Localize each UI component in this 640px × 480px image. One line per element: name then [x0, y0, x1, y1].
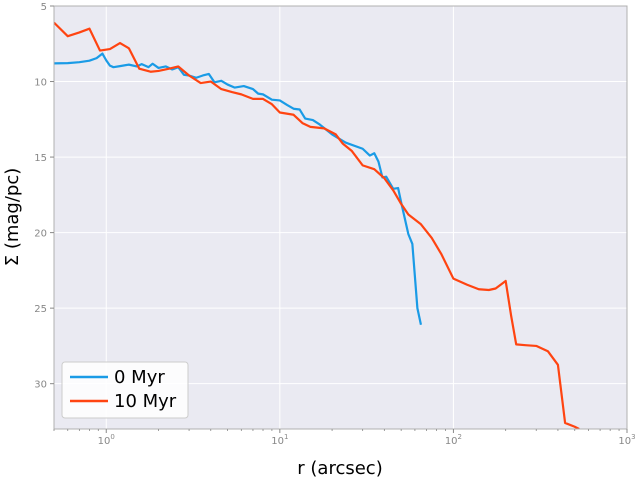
y-tick-label: 5	[41, 2, 47, 13]
legend-label-0: 0 Myr	[114, 367, 165, 388]
x-tick-label: 103	[618, 433, 635, 447]
y-tick-label: 15	[34, 153, 47, 164]
x-axis-title: r (arcsec)	[297, 458, 382, 479]
y-axis-title: Σ (mag/pc)	[2, 168, 23, 267]
y-tick-label: 25	[34, 304, 47, 315]
x-tick-label: 101	[271, 433, 288, 447]
legend: 0 Myr 10 Myr	[61, 361, 189, 419]
series-layer	[54, 21, 580, 429]
series-line-1	[54, 21, 580, 429]
plot-area-background	[54, 6, 627, 429]
y-tick-label: 30	[34, 380, 47, 391]
grid	[54, 5, 628, 429]
axis-tick-labels: 100 101 102 103 5 10 15 20 25 30	[34, 2, 635, 447]
series-line-0	[54, 52, 423, 325]
plot-frame	[53, 5, 628, 430]
axis-ticks	[50, 5, 628, 433]
y-tick-label: 10	[34, 78, 47, 89]
x-tick-label: 100	[98, 433, 115, 447]
x-tick-label: 102	[445, 433, 462, 447]
y-tick-label: 20	[34, 229, 47, 240]
legend-label-1: 10 Myr	[114, 391, 177, 412]
